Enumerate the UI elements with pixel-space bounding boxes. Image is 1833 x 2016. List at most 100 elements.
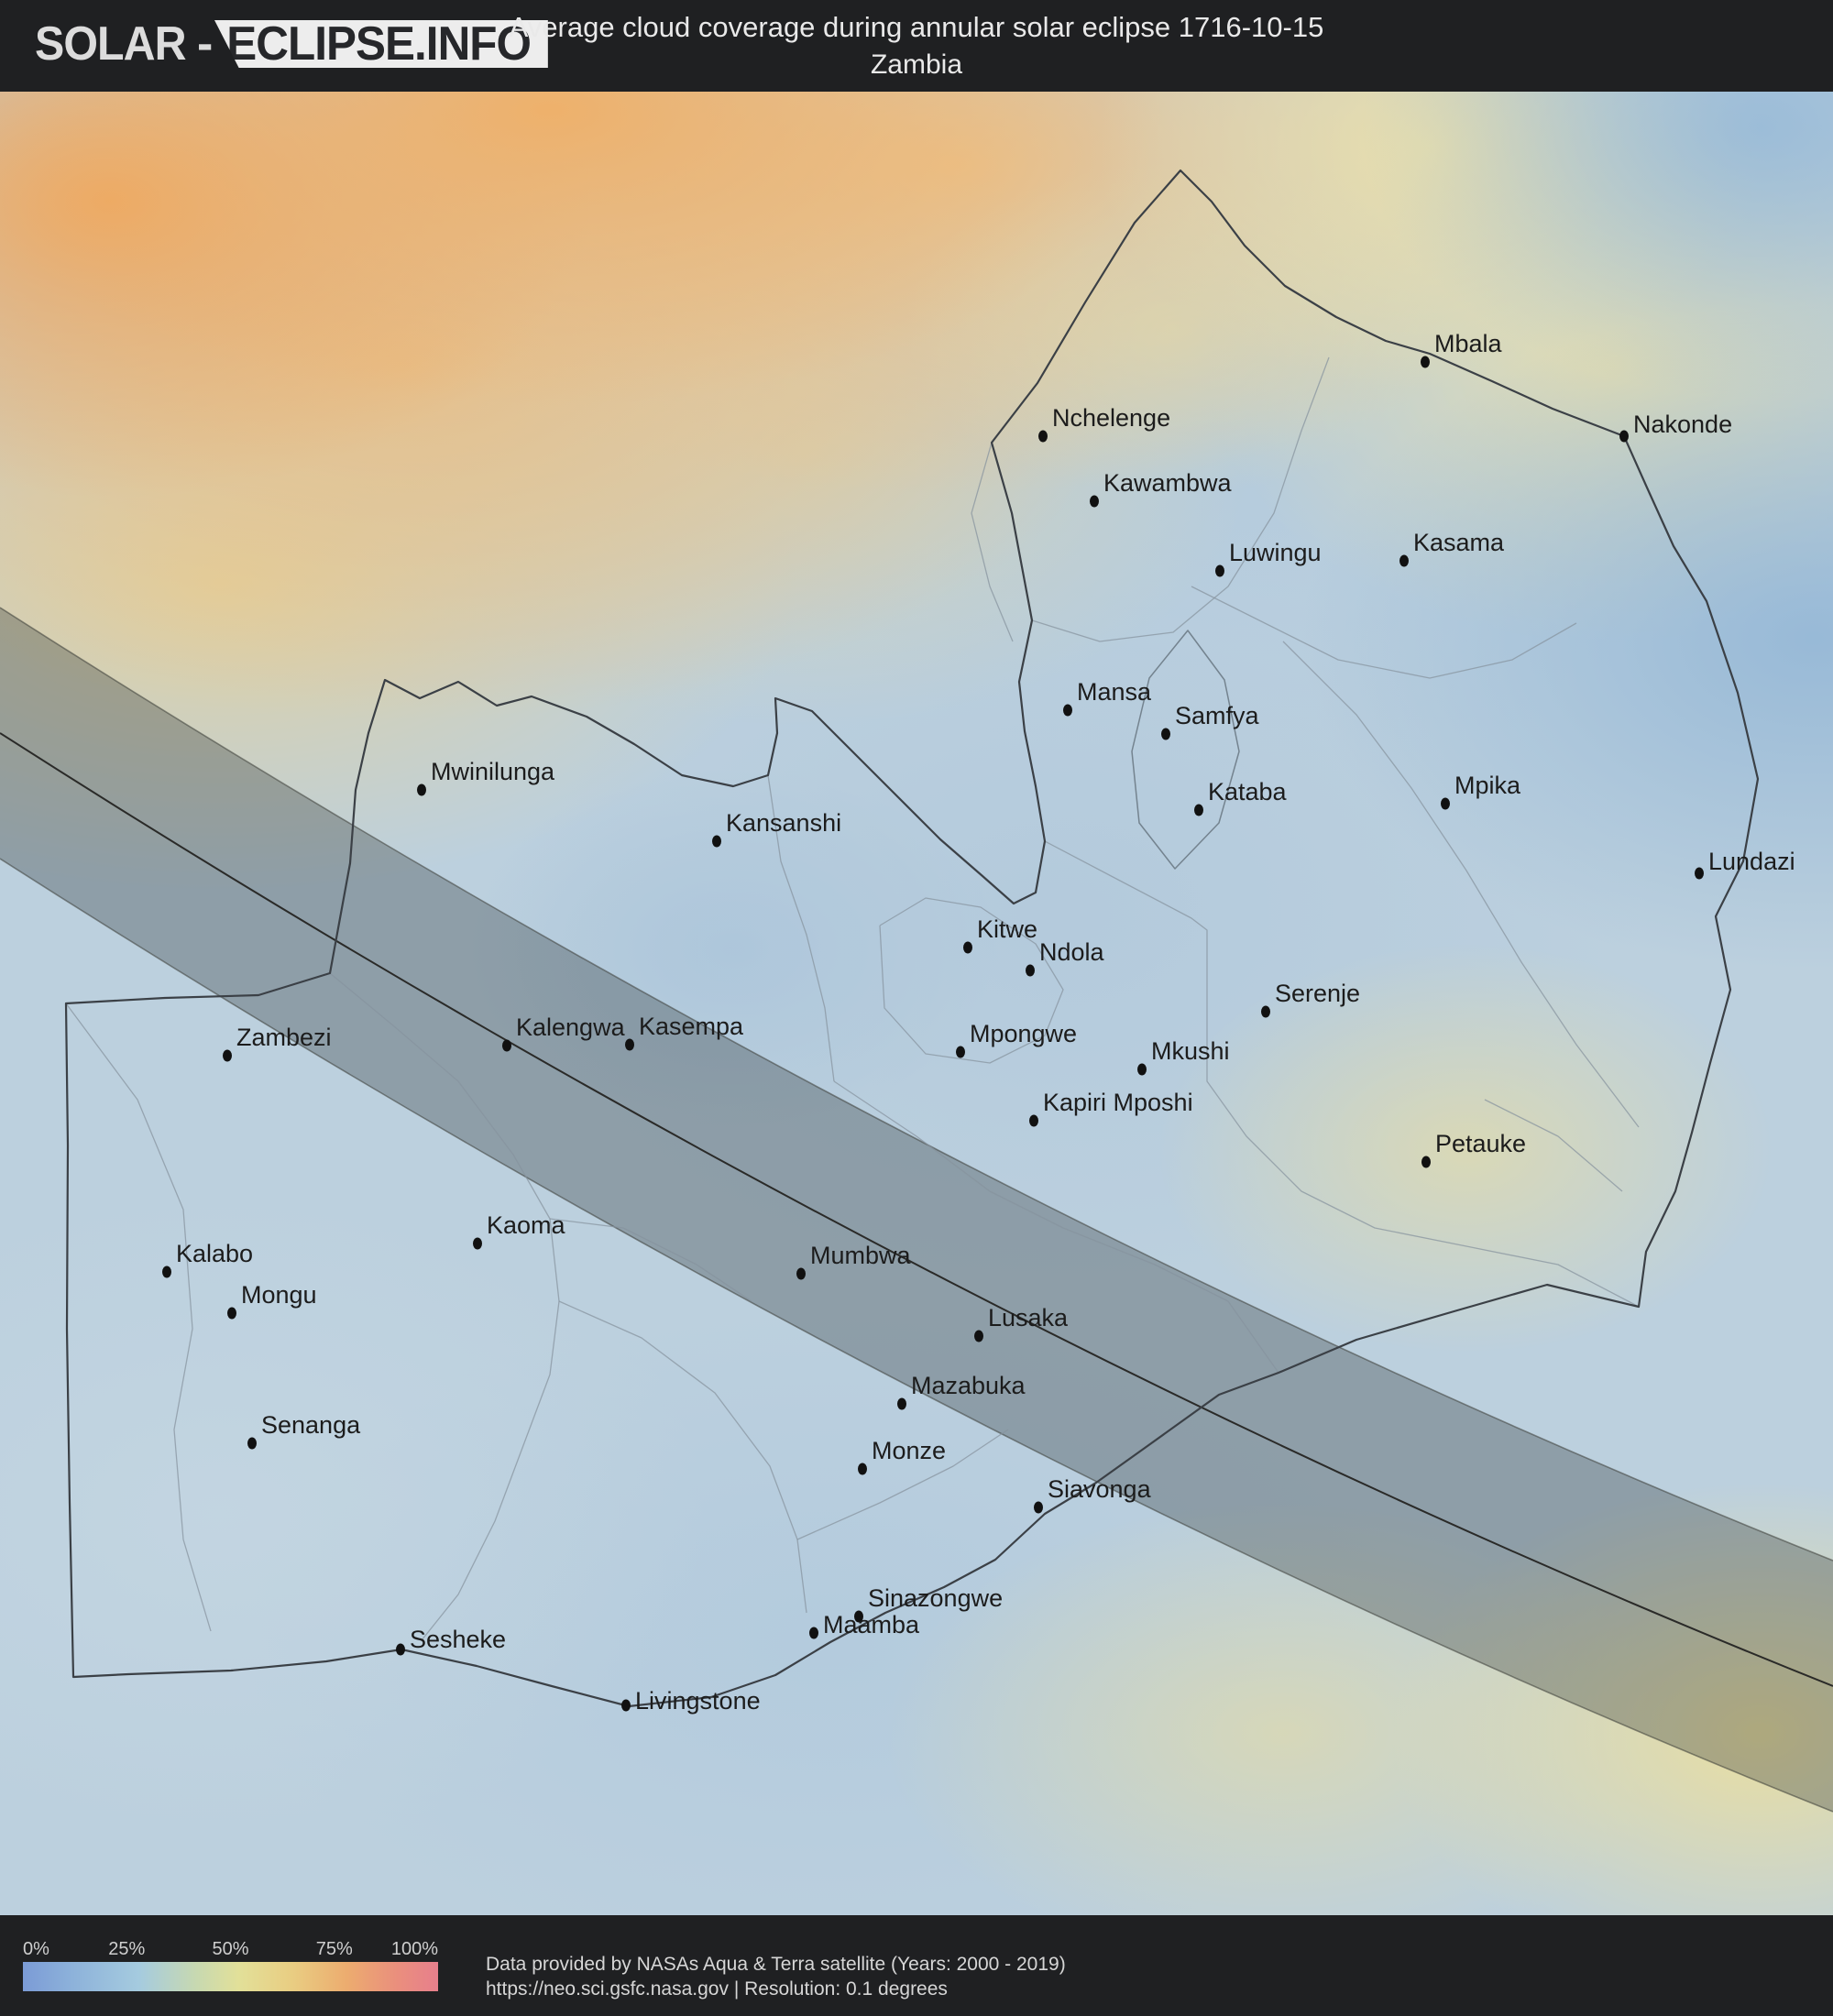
city-label: Nakonde xyxy=(1633,411,1733,438)
province-border xyxy=(1282,641,1640,1128)
city-dot xyxy=(809,1627,818,1639)
coverage-legend: 0% 25% 50% 75% 100% xyxy=(23,1915,438,2016)
city-label: Zambezi xyxy=(236,1024,332,1051)
data-attribution: Data provided by NASAs Aqua & Terra sate… xyxy=(486,1952,1066,2001)
page-subtitle: Zambia xyxy=(870,49,963,80)
city-label: Mbala xyxy=(1434,330,1502,357)
city-dot xyxy=(1441,797,1450,810)
attribution-line-2: https://neo.sci.gsfc.nasa.gov | Resoluti… xyxy=(486,1978,948,2000)
cloud-coverage-raster xyxy=(0,92,1833,1915)
province-border xyxy=(833,1080,1279,1374)
city-dot xyxy=(396,1643,405,1656)
city-label: Mazabuka xyxy=(911,1372,1026,1399)
city-dot xyxy=(162,1265,171,1278)
header-bar: SOLAR - ECLIPSE.INFO Average cloud coverag… xyxy=(0,0,1833,92)
city-label: Monze xyxy=(872,1437,947,1464)
legend-gradient-bar xyxy=(23,1962,438,1991)
city-label: Kasama xyxy=(1413,529,1505,556)
city-label: Senanga xyxy=(261,1411,361,1439)
borders-group xyxy=(64,169,1760,1708)
city-dot xyxy=(963,941,972,954)
city-label: Siavonga xyxy=(1048,1475,1151,1503)
logo-dash: - xyxy=(197,17,214,71)
city-dot xyxy=(712,835,721,848)
city-dot xyxy=(858,1463,867,1475)
city-label: Serenje xyxy=(1275,980,1361,1007)
city-label: Lundazi xyxy=(1708,848,1795,875)
city-label: Luwingu xyxy=(1229,539,1322,566)
map-overlay-svg xyxy=(0,169,1833,1813)
city-label: Maamba xyxy=(823,1611,920,1638)
city-label: Kawambwa xyxy=(1103,469,1232,497)
city-dot xyxy=(1619,430,1629,443)
city-label: Mongu xyxy=(241,1281,317,1309)
city-dot xyxy=(223,1049,232,1062)
province-border xyxy=(1031,356,1330,642)
site-logo[interactable]: SOLAR - ECLIPSE.INFO xyxy=(35,17,565,71)
city-label: Kalengwa xyxy=(516,1013,625,1041)
city-dot xyxy=(417,783,426,796)
legend-tick: 0% xyxy=(23,1939,49,1959)
province-border xyxy=(879,897,1064,1064)
city-label: Mumbwa xyxy=(810,1242,911,1269)
city-dot xyxy=(625,1038,634,1051)
map-canvas: Mbala Nakonde Nchelenge Kawambwa Luwingu Kasa… xyxy=(0,92,1833,1915)
province-border xyxy=(549,1218,752,1302)
city-dot xyxy=(897,1397,906,1410)
logo-solar-text: SOLAR xyxy=(35,17,187,71)
city-dot xyxy=(1261,1005,1270,1018)
city-label: Sesheke xyxy=(410,1626,507,1653)
province-border xyxy=(1484,1099,1623,1192)
city-label: Mwinilunga xyxy=(431,758,555,785)
legend-tick: 50% xyxy=(212,1939,249,1959)
city-dot xyxy=(1421,356,1430,368)
city-label: Kalabo xyxy=(176,1240,254,1267)
legend-tick: 25% xyxy=(108,1939,146,1959)
city-label: Mpongwe xyxy=(970,1020,1078,1047)
city-dot xyxy=(854,1610,863,1623)
city-dot xyxy=(974,1330,983,1342)
city-dot xyxy=(227,1307,236,1320)
city-label: Ndola xyxy=(1039,938,1104,966)
city-dot xyxy=(621,1699,631,1712)
legend-tick: 100% xyxy=(390,1939,438,1959)
province-border xyxy=(1044,840,1640,1308)
city-dot xyxy=(1034,1501,1043,1514)
legend-tick: 75% xyxy=(315,1939,353,1959)
city-dot xyxy=(1161,728,1170,740)
page-title: Average cloud coverage during annular so… xyxy=(509,11,1324,43)
province-border xyxy=(65,1003,212,1632)
eclipse-path-band xyxy=(0,607,1833,1813)
city-dot xyxy=(473,1237,482,1250)
eclipse-centerline xyxy=(0,732,1833,1687)
city-dot xyxy=(1194,804,1203,816)
city-label: Mansa xyxy=(1077,678,1152,706)
city-label: Kansanshi xyxy=(726,809,842,837)
city-label: Livingstone xyxy=(635,1687,761,1715)
city-label: Kapiri Mposhi xyxy=(1043,1089,1193,1116)
page-titles: Average cloud coverage during annular so… xyxy=(510,11,1324,81)
city-dot xyxy=(502,1039,511,1052)
eclipse-band-south-limit xyxy=(0,858,1833,1813)
city-dot xyxy=(1137,1063,1147,1076)
national-border xyxy=(64,169,1760,1708)
legend-tick-row: 0% 25% 50% 75% 100% xyxy=(23,1939,438,1959)
province-border xyxy=(971,442,1014,642)
city-dot xyxy=(1038,430,1048,443)
city-dot xyxy=(796,1267,806,1280)
city-dot xyxy=(1399,554,1409,567)
city-label: Kitwe xyxy=(977,915,1038,943)
city-label: Sinazongwe xyxy=(868,1584,1004,1612)
logo-eclipse-info-text: ECLIPSE.INFO xyxy=(214,20,549,68)
city-dot xyxy=(1695,867,1704,880)
province-border xyxy=(767,774,835,1082)
city-label: Mkushi xyxy=(1151,1037,1230,1065)
city-label: Petauke xyxy=(1435,1130,1527,1157)
city-dot xyxy=(1421,1156,1431,1168)
city-label: Kaoma xyxy=(487,1211,565,1239)
city-dot xyxy=(956,1046,965,1058)
footer-bar: 0% 25% 50% 75% 100% Data provided by NASAs A… xyxy=(0,1915,1833,2016)
city-dot xyxy=(1063,704,1072,717)
lake-outline xyxy=(1131,630,1240,870)
eclipse-band-fill xyxy=(0,608,1833,1812)
